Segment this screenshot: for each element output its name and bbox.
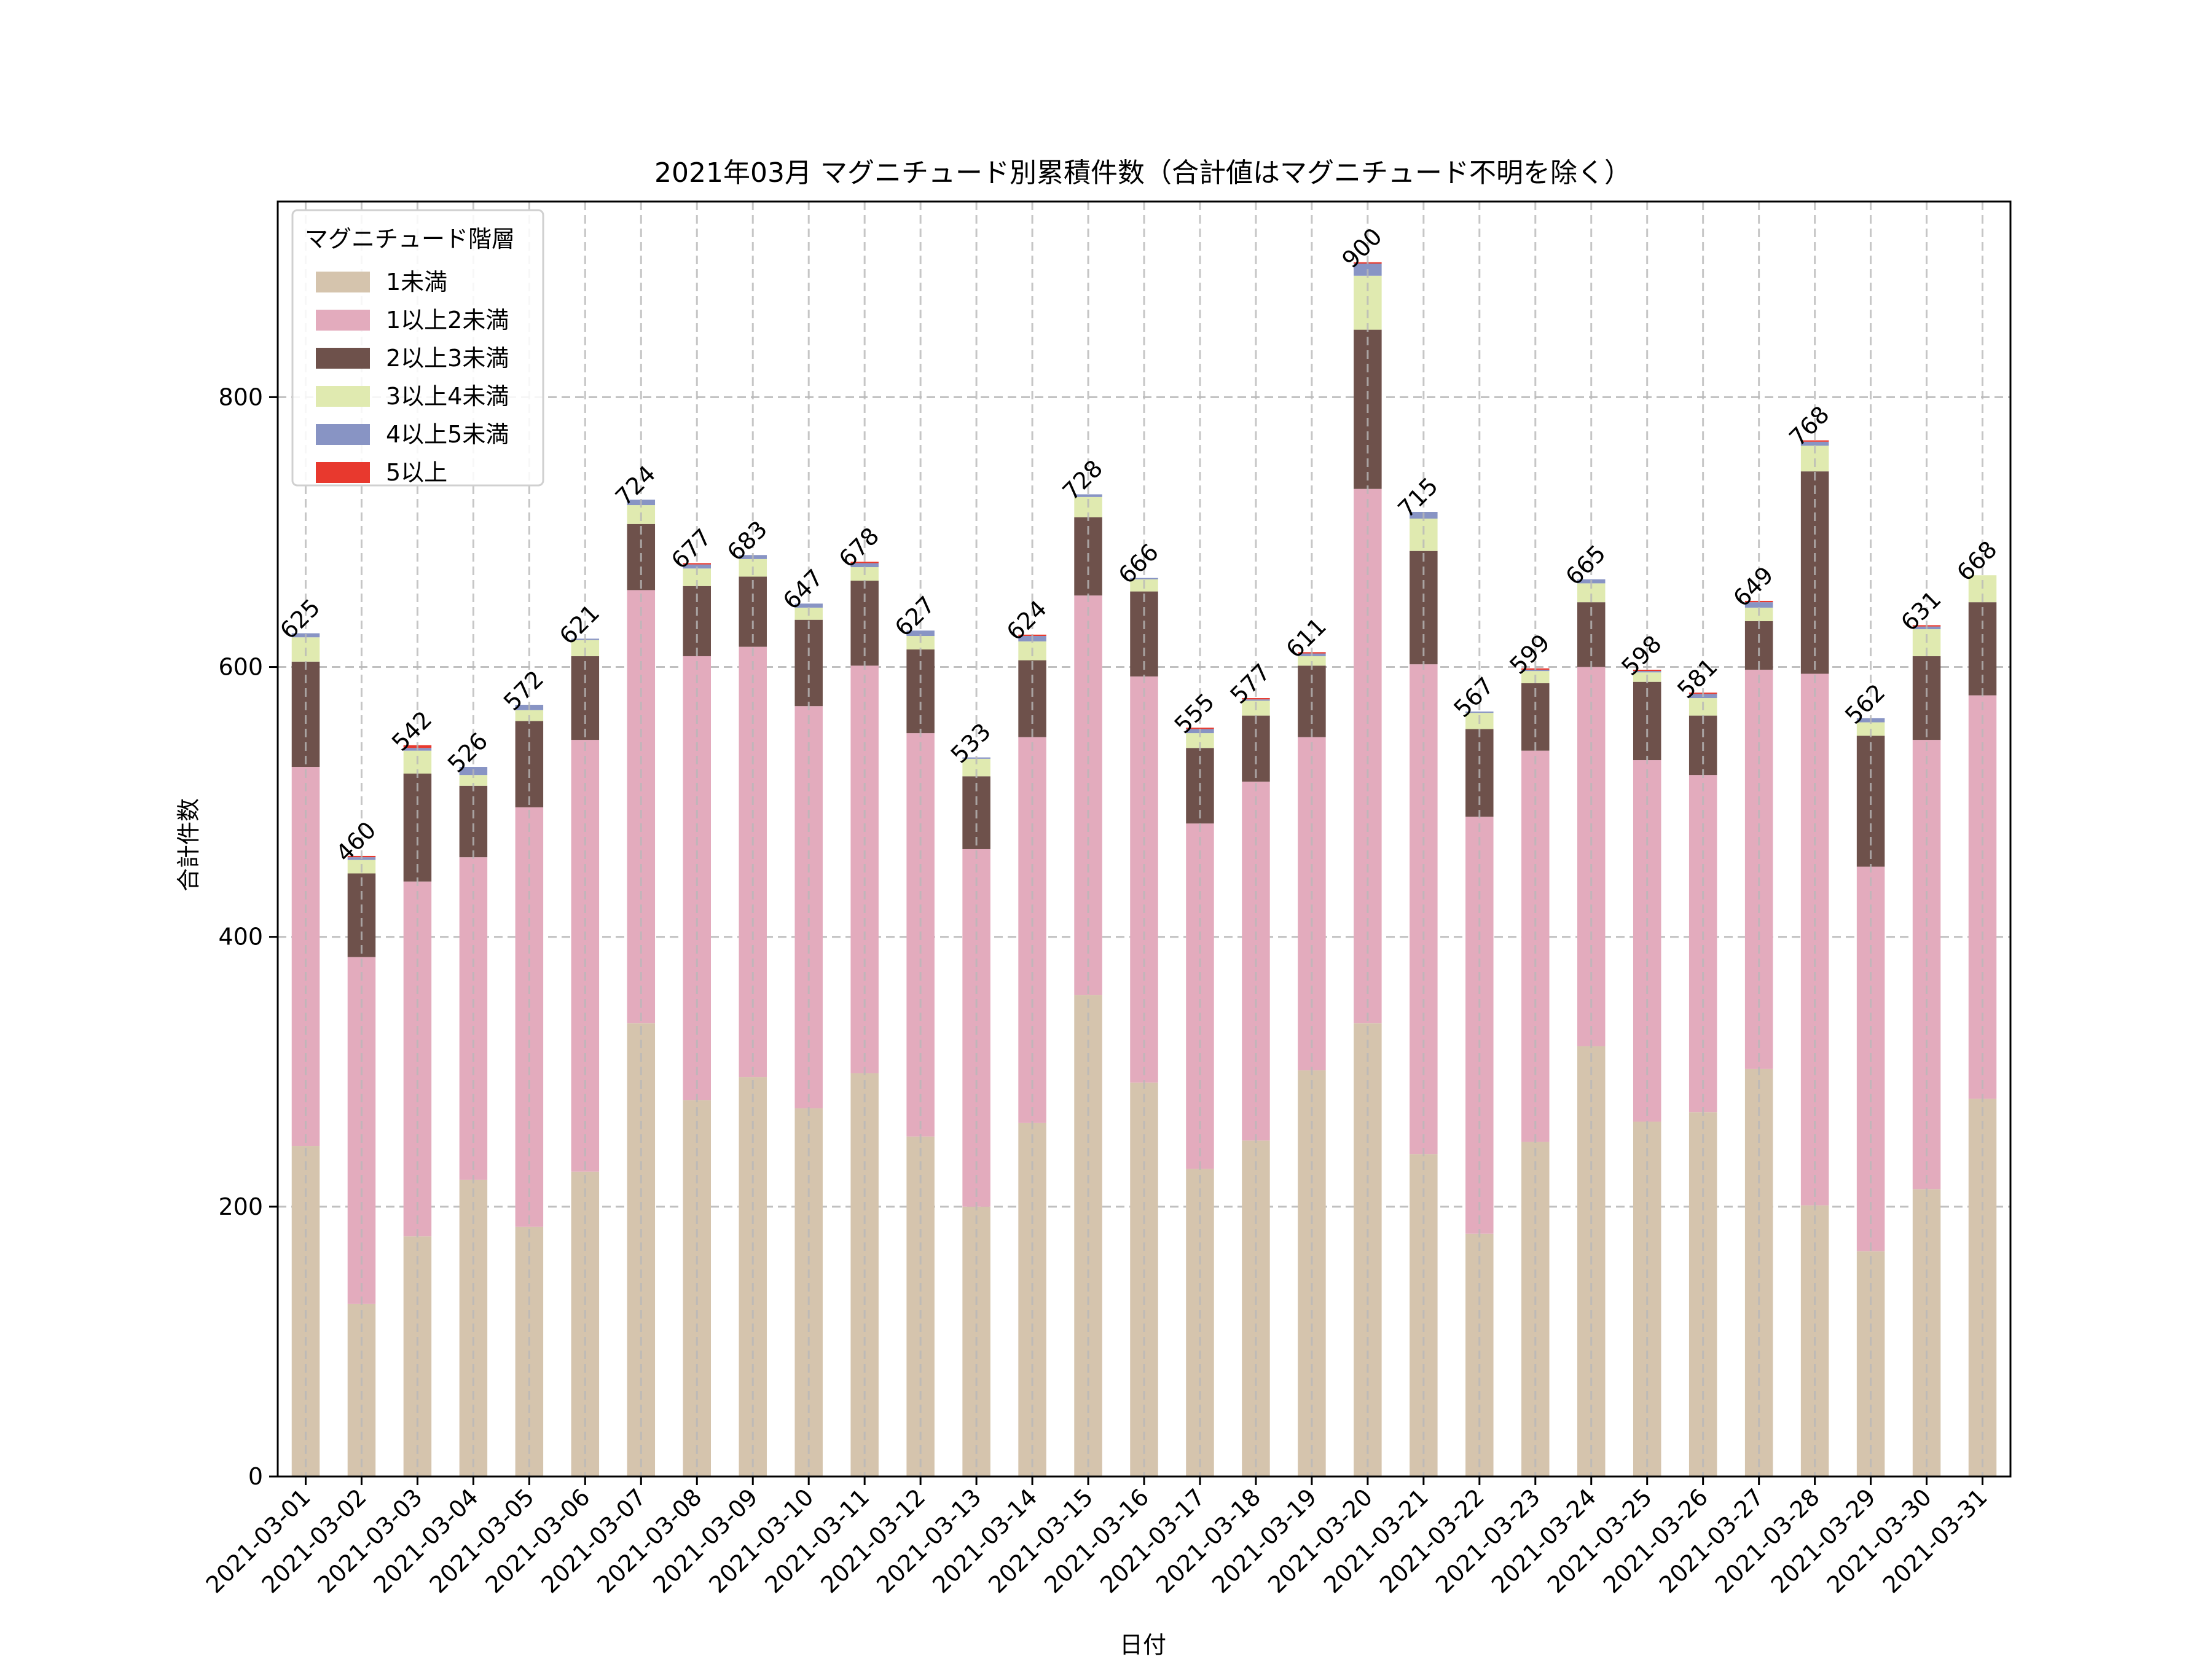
bar-segment-2 (347, 957, 376, 1304)
bar-segment-3 (571, 656, 600, 740)
bar-segment-5 (1074, 494, 1102, 497)
y-tick-label: 200 (218, 1193, 263, 1220)
bar-segment-5 (1744, 602, 1773, 608)
bars (291, 262, 1997, 1477)
y-tick-label: 600 (218, 654, 263, 681)
bar-segment-5 (1465, 712, 1494, 713)
legend-label: 3以上4未満 (386, 383, 509, 410)
bar-segment-6 (1633, 669, 1661, 672)
x-axis-label: 日付 (1120, 1631, 1166, 1658)
bar-segment-1 (1186, 1169, 1214, 1477)
bar-segment-6 (1186, 728, 1214, 729)
legend-label: 2以上3未満 (386, 345, 509, 372)
bar-segment-1 (1688, 1112, 1717, 1477)
legend-swatch (316, 462, 370, 483)
y-axis-label: 合計件数 (175, 798, 202, 892)
legend-label: 4以上5未満 (386, 421, 509, 448)
y-tick-label: 800 (218, 383, 263, 410)
bar-segment-3 (1018, 660, 1046, 737)
bar-segment-4 (1298, 656, 1326, 666)
legend-swatch (316, 348, 370, 369)
bar-segment-5 (1130, 578, 1158, 579)
bar-segment-5 (906, 630, 935, 637)
bar-segment-6 (683, 563, 711, 565)
legend-swatch (316, 272, 370, 292)
bar-segment-6 (1800, 440, 1829, 442)
y-tick-label: 400 (218, 924, 263, 951)
legend[interactable]: マグニチュード階層 1未満 1以上2未満 2以上3未満 3以上4未満 4以上5未満 5以上 (291, 209, 544, 487)
bar-segment-5 (683, 564, 711, 569)
y-axis: 0 200 400 600 800 (218, 383, 278, 1490)
x-axis: 2021-03-012021-03-022021-03-032021-03-04… (201, 1477, 1993, 1599)
bar-segment-2 (739, 646, 767, 1078)
legend-label: 1未満 (386, 269, 447, 296)
legend-title: マグニチュード階層 (305, 226, 515, 253)
bar-segment-4 (906, 636, 935, 649)
legend-swatch (316, 310, 370, 331)
bar-segment-6 (1242, 698, 1270, 700)
legend-swatch (316, 386, 370, 407)
bar-segment-3 (347, 873, 376, 957)
bar-segment-2 (1186, 823, 1214, 1169)
chart-title: 2021年03月 マグニチュード別累積件数（合計値はマグニチュード不明を除く） (654, 157, 1631, 189)
bar-segment-6 (850, 562, 879, 563)
bar-segment-5 (794, 603, 823, 608)
bar-segment-2 (1018, 737, 1046, 1123)
bar-segment-5 (1800, 441, 1829, 446)
legend-label: 1以上2未満 (386, 307, 509, 334)
bar-segment-5 (1633, 671, 1661, 673)
y-tick-label: 0 (248, 1463, 263, 1490)
legend-label: 5以上 (386, 459, 447, 486)
vertical-grid (304, 202, 1984, 1477)
bar-segment-4 (459, 775, 488, 786)
bar-segment-3 (1912, 656, 1941, 740)
bar-segment-5 (1521, 669, 1550, 672)
legend-swatch (316, 424, 370, 445)
bar-segment-5 (850, 563, 879, 568)
bar-segment-5 (1242, 699, 1270, 701)
